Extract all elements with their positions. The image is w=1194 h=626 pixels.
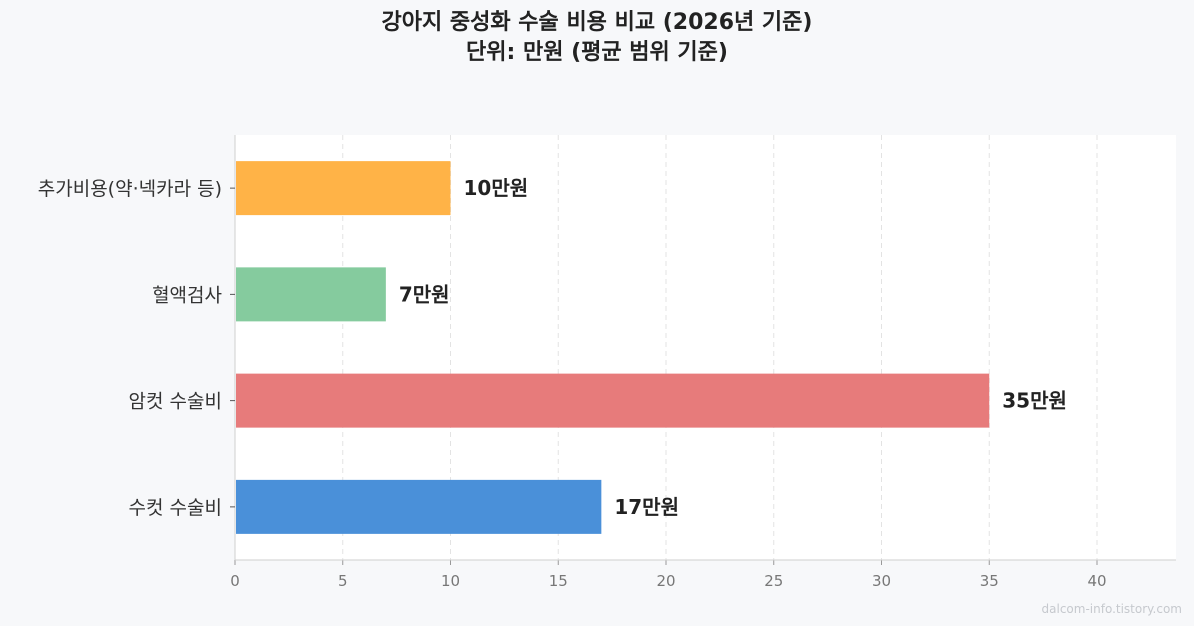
axes <box>230 135 1176 565</box>
category-label: 수컷 수술비 <box>129 497 222 519</box>
x-tick-label: 5 <box>338 572 348 590</box>
data-label: 10만원 <box>464 176 529 200</box>
bars <box>236 161 990 534</box>
bar <box>236 161 451 216</box>
x-tick-label: 20 <box>656 572 675 590</box>
x-tick-label: 25 <box>764 572 783 590</box>
data-label: 7만원 <box>399 282 450 306</box>
category-label: 추가비용(약·넥카라 등) <box>38 178 222 200</box>
category-label: 암컷 수술비 <box>129 391 222 413</box>
bar <box>236 267 386 322</box>
data-label: 35만원 <box>1002 389 1067 413</box>
watermark: dalcom-info.tistory.com <box>1041 602 1182 616</box>
chart-subtitle: 단위: 만원 (평균 범위 기준) <box>466 40 728 65</box>
bar <box>236 373 990 428</box>
x-tick-label: 40 <box>1087 572 1106 590</box>
x-tick-label: 10 <box>441 572 460 590</box>
x-tick-label: 15 <box>549 572 568 590</box>
x-tick-label: 35 <box>980 572 999 590</box>
data-label: 17만원 <box>614 495 679 519</box>
chart-title: 강아지 중성화 수술 비용 비교 (2026년 기준) <box>381 10 813 35</box>
bar <box>236 479 602 534</box>
category-label: 혈액검사 <box>152 284 222 306</box>
x-tick-label: 0 <box>230 572 240 590</box>
x-tick-label: 30 <box>872 572 891 590</box>
